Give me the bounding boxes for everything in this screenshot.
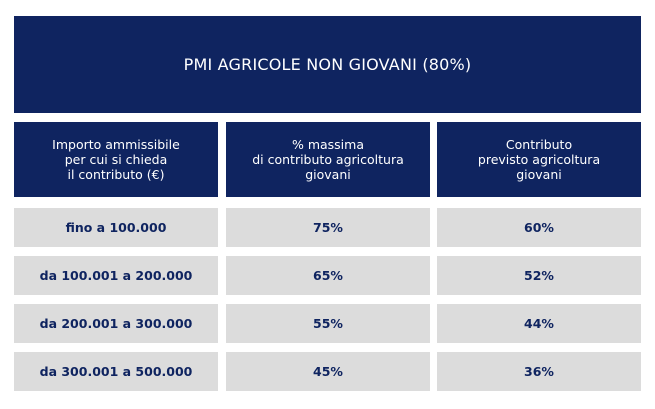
table-cell-contributo: 44% — [437, 304, 641, 343]
table-cell-max-pct: 45% — [226, 352, 430, 391]
column-header-contributo-previsto: Contributo previsto agricoltura giovani — [437, 122, 641, 197]
table-cell-max-pct: 65% — [226, 256, 430, 295]
column-header-percentuale-massima: % massima di contributo agricoltura giov… — [226, 122, 430, 197]
table-cell-contributo: 36% — [437, 352, 641, 391]
table-cell-range: da 200.001 a 300.000 — [14, 304, 218, 343]
table-cell-max-pct: 55% — [226, 304, 430, 343]
table-cell-range: fino a 100.000 — [14, 208, 218, 247]
table-cell-max-pct: 75% — [226, 208, 430, 247]
table-cell-range: da 100.001 a 200.000 — [14, 256, 218, 295]
column-header-importo: Importo ammissibile per cui si chieda il… — [14, 122, 218, 197]
table-cell-contributo: 52% — [437, 256, 641, 295]
table-title: PMI AGRICOLE NON GIOVANI (80%) — [14, 16, 641, 113]
table-cell-range: da 300.001 a 500.000 — [14, 352, 218, 391]
table-cell-contributo: 60% — [437, 208, 641, 247]
